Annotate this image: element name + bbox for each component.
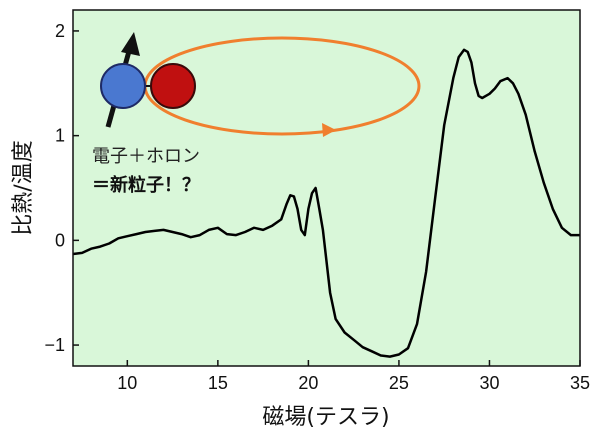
orbit-arrowhead — [322, 123, 336, 137]
annotation-line-1: 電子＋ホロン — [92, 146, 200, 167]
x-axis-title: 磁場(テスラ) — [262, 405, 389, 430]
series-line-0 — [72, 48, 580, 358]
x-tick-label: 25 — [389, 373, 409, 393]
x-tick-label: 20 — [298, 373, 318, 393]
annotation-line-2: ＝新粒子！？ — [92, 174, 200, 196]
x-tick-label: 15 — [208, 373, 228, 393]
spin-arrowhead — [121, 32, 140, 56]
y-tick-label: 1 — [55, 126, 65, 146]
x-tick-label: 30 — [479, 373, 499, 393]
particle-electron — [100, 63, 146, 109]
y-axis-title: 比熱/温度 — [11, 140, 36, 235]
plot-frame — [72, 9, 581, 367]
x-tick-label: 35 — [570, 373, 590, 393]
y-tick-label: 0 — [55, 230, 65, 250]
y-tick-label: 2 — [55, 21, 65, 41]
particle-holon — [150, 63, 196, 109]
particle-illustration — [100, 32, 421, 137]
y-tick-label: −1 — [44, 335, 65, 355]
x-tick-label: 10 — [117, 373, 137, 393]
